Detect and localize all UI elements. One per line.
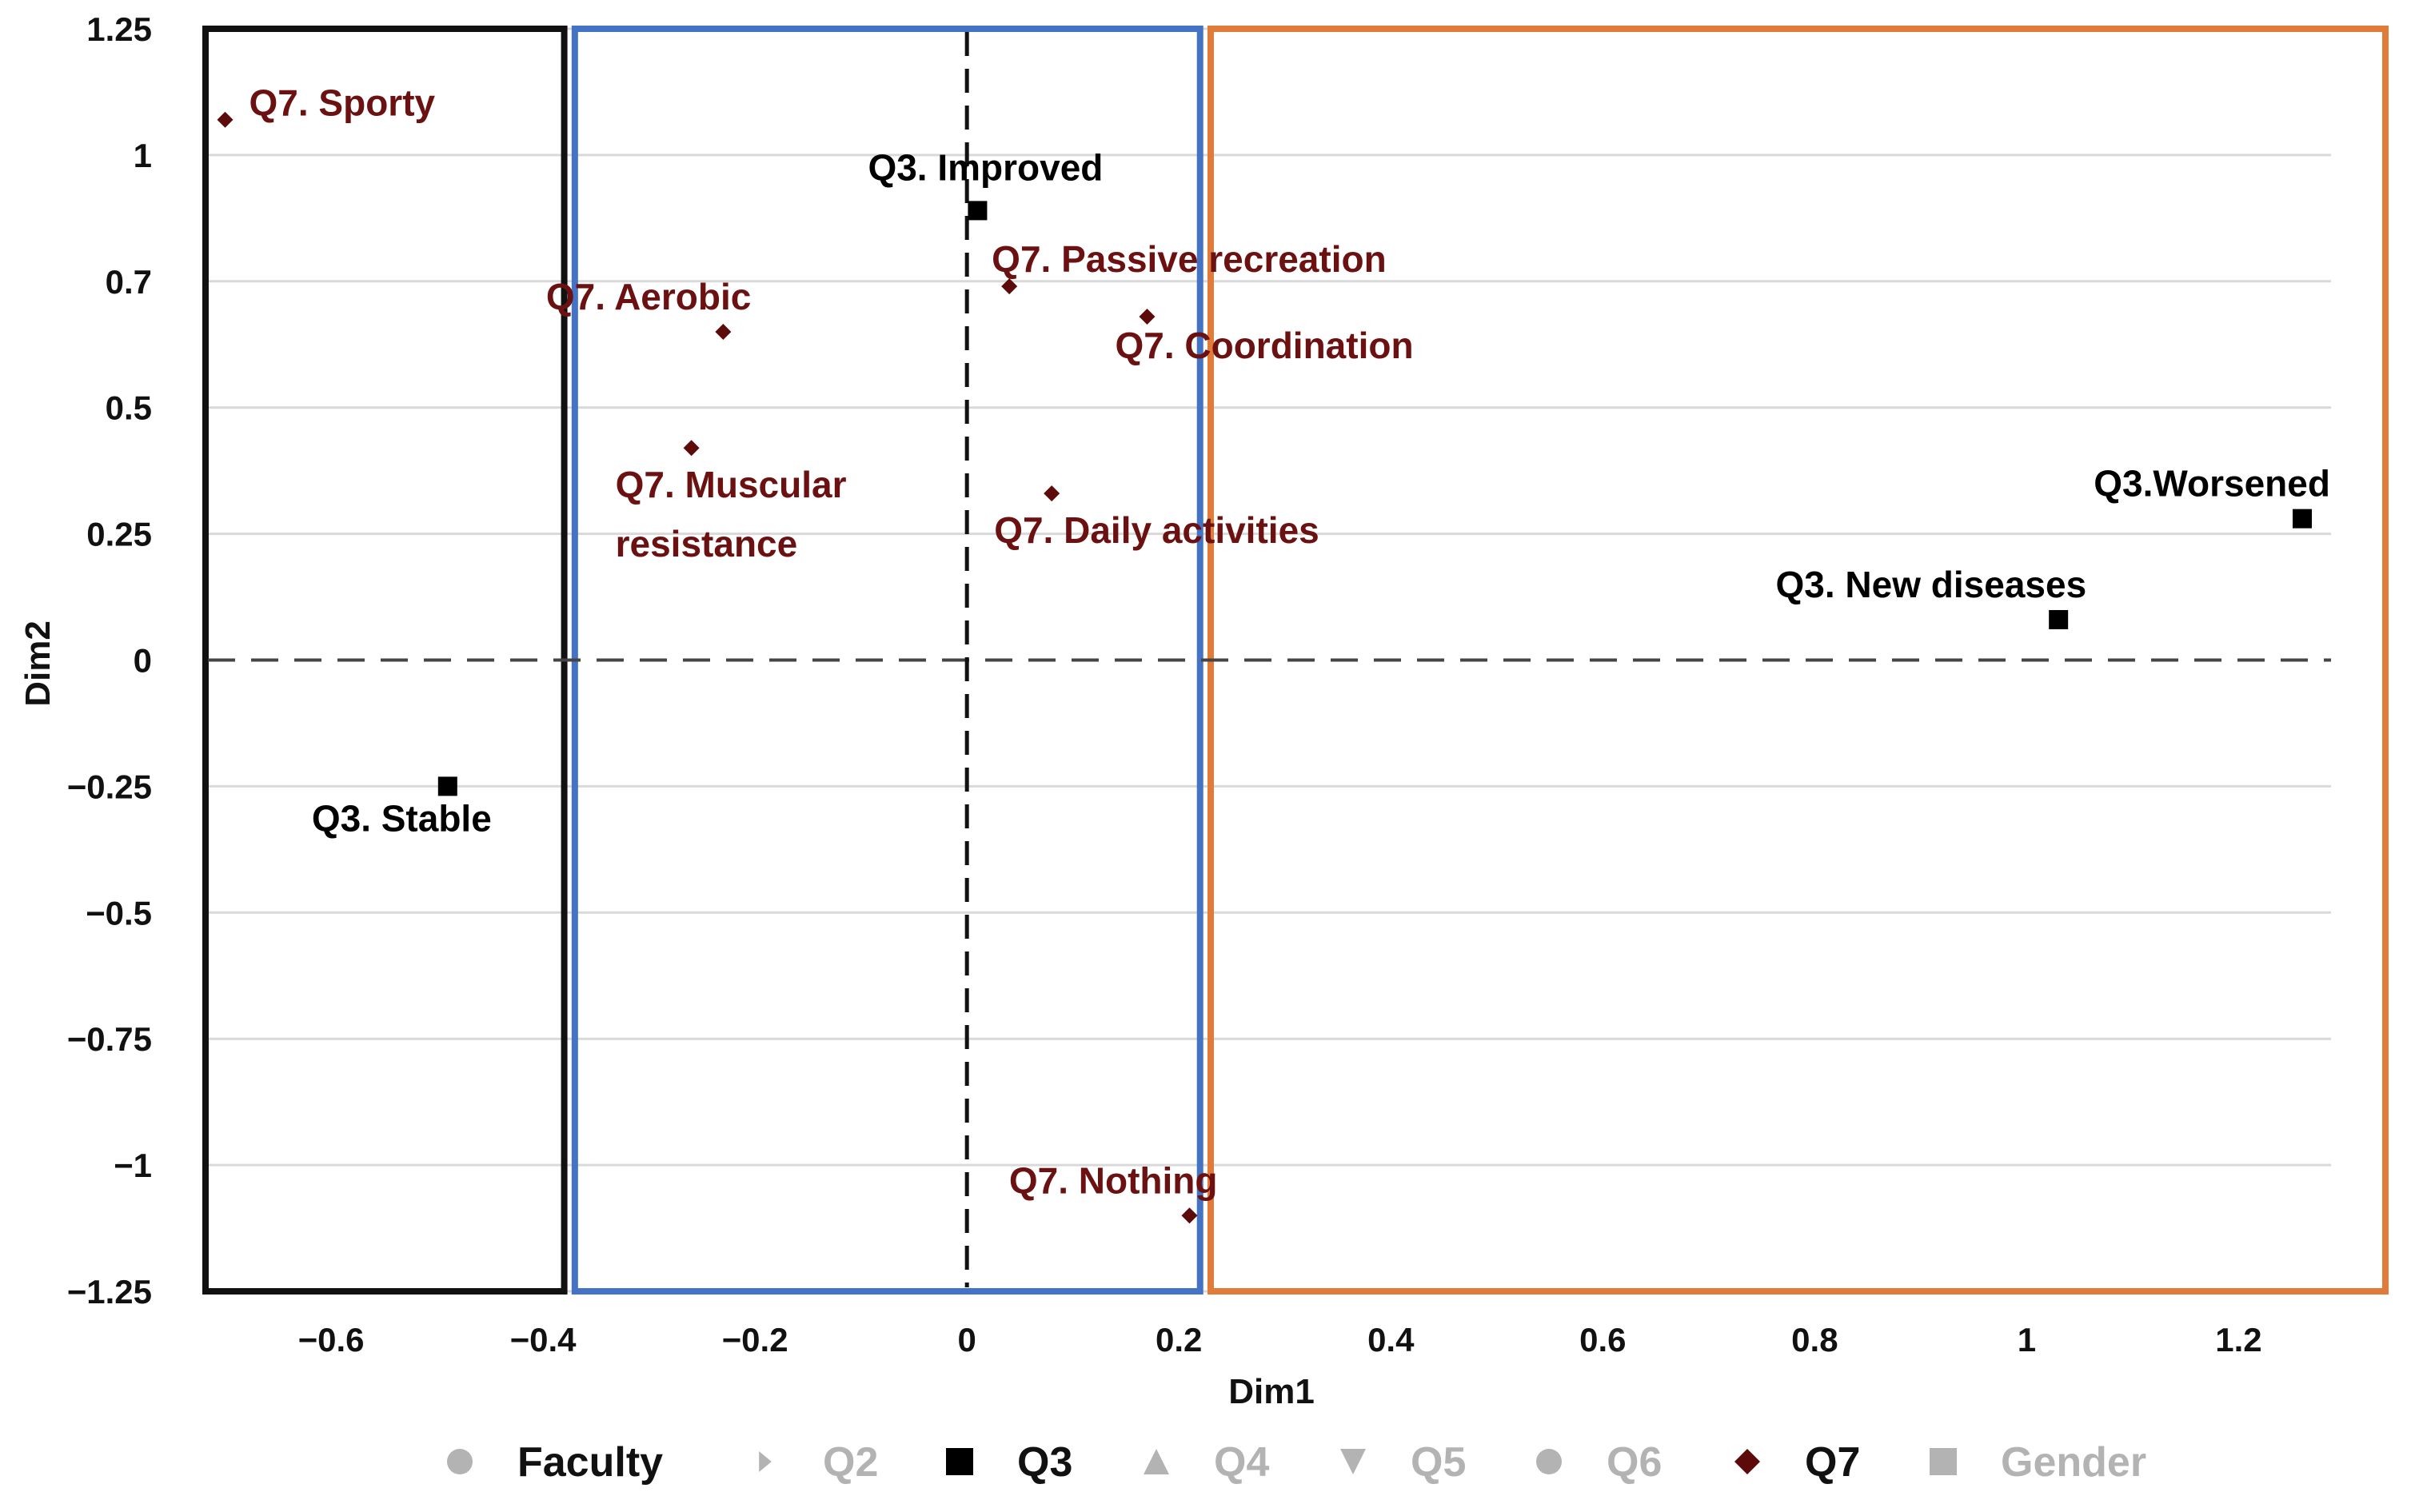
legend-entry-gender: Gender: [1930, 1439, 2146, 1486]
point-labels: Q3. Improved Q3. Stable Q3.Worsened Q3. New…: [249, 82, 2330, 1202]
point-q3-1: [437, 776, 457, 796]
legend-marker-triangle-up: [1144, 1449, 1169, 1474]
point-label: Q3. Stable: [312, 797, 492, 839]
x-tick-label: 0: [957, 1321, 976, 1358]
point-label-line: Q3. Improved: [868, 146, 1103, 188]
legend-entry-q7: Q7: [1734, 1439, 1860, 1486]
x-tick-label: 1.2: [2215, 1321, 2261, 1358]
legend-entry-q6: Q6: [1536, 1439, 1662, 1486]
x-tick-label: 0.2: [1156, 1321, 1202, 1358]
legend-label: Q2: [823, 1439, 878, 1486]
legend-marker-triangle-down: [1340, 1449, 1366, 1474]
y-tick-label: 0.25: [86, 516, 152, 553]
y-tick-label: 1: [134, 137, 152, 174]
point-q3-3: [2049, 609, 2069, 629]
point-q7-0: [217, 111, 234, 128]
point-label: Q7. Passive recreation: [992, 238, 1387, 280]
point-q7-5: [1044, 485, 1060, 502]
point-q7-2: [715, 323, 732, 340]
point-q3-0: [968, 201, 988, 221]
point-q7-6: [1181, 1207, 1198, 1224]
y-axis-title: Dim2: [18, 620, 58, 707]
point-label: Q7. Nothing: [1009, 1159, 1218, 1201]
legend-entry-q2: Q2: [759, 1439, 878, 1486]
legend-label: Q5: [1411, 1439, 1466, 1486]
reference-lines: [208, 32, 2331, 1287]
legend-label: Q4: [1214, 1439, 1269, 1486]
point-label: Q3. Improved: [868, 146, 1103, 188]
point-label-line: Q7. Muscular: [616, 464, 847, 505]
x-tick-label: −0.4: [510, 1321, 577, 1358]
legend-label: Faculty: [517, 1439, 663, 1486]
cluster-2-box: [571, 26, 1204, 1295]
legend-entry-q3: Q3: [946, 1439, 1072, 1486]
data-points: [217, 111, 2312, 1224]
legend-entry-faculty: Faculty: [447, 1439, 663, 1486]
y-tick-label: −1: [114, 1147, 152, 1184]
y-tick-label: 0: [134, 642, 152, 680]
x-tick-label: 0.4: [1367, 1321, 1415, 1358]
legend-label: Q3: [1017, 1439, 1072, 1486]
x-axis-title: Dim1: [1228, 1372, 1315, 1411]
legend-marker-circle: [1536, 1449, 1562, 1474]
point-label: Q7. Sporty: [249, 82, 436, 124]
x-axis-ticks: −0.6 −0.4 −0.2 0 0.2 0.4 0.6 0.8 1 1.2: [298, 1321, 2262, 1358]
point-label-line: Q7. Nothing: [1009, 1159, 1218, 1201]
legend-marker-circle: [447, 1449, 473, 1474]
legend-marker-diamond: [1734, 1449, 1760, 1474]
legend-marker-triangle-right: [759, 1451, 772, 1472]
point-label-line: Q7. Aerobic: [546, 276, 751, 317]
point-q3-2: [2292, 509, 2312, 529]
legend-label: Q6: [1607, 1439, 1662, 1486]
x-tick-label: 0.8: [1791, 1321, 1838, 1358]
x-tick-label: −0.2: [722, 1321, 788, 1358]
legend-marker-square: [946, 1448, 973, 1475]
y-axis-ticks: 1.25 1 0.7 0.5 0.25 0 −0.25 −0.5 −0.75 −1 −1.25: [67, 10, 152, 1311]
point-label: Q7. Coordination: [1115, 325, 1413, 366]
legend: Faculty Q2 Q3 Q4 Q5 Q6 Q7 Gender: [447, 1439, 2146, 1486]
point-label-line: Q7. Daily activities: [994, 509, 1319, 551]
point-label: Q3.Worsened: [2094, 463, 2330, 505]
legend-label: Gender: [2001, 1439, 2146, 1486]
x-tick-label: −0.6: [298, 1321, 365, 1358]
point-label-line: Q7. Passive recreation: [992, 238, 1387, 280]
legend-label: Q7: [1805, 1439, 1860, 1486]
point-label: Q7. Aerobic: [546, 276, 751, 317]
point-q7-1: [1001, 278, 1018, 295]
y-tick-label: −0.25: [67, 768, 152, 805]
point-label: Q7. Muscular resistance: [616, 464, 847, 565]
point-label: Q7. Daily activities: [994, 509, 1319, 551]
y-tick-label: 0.7: [106, 263, 152, 301]
point-label-line: Q3. New diseases: [1776, 564, 2087, 605]
y-tick-label: 1.25: [86, 10, 152, 48]
legend-marker-square: [1930, 1448, 1957, 1475]
y-tick-label: 0.5: [106, 389, 152, 427]
x-tick-label: 0.6: [1579, 1321, 1626, 1358]
x-tick-label: 1: [2018, 1321, 2036, 1358]
y-tick-label: −0.5: [86, 894, 152, 932]
point-label-line: Q3.Worsened: [2094, 463, 2330, 505]
point-label-line: Q3. Stable: [312, 797, 492, 839]
y-tick-label: −0.75: [67, 1020, 152, 1058]
y-tick-label: −1.25: [67, 1273, 152, 1311]
legend-entry-q5: Q5: [1340, 1439, 1466, 1486]
point-label-line: resistance: [616, 523, 798, 565]
point-label: Q3. New diseases: [1776, 564, 2087, 605]
legend-entry-q4: Q4: [1144, 1439, 1269, 1486]
point-q7-4: [683, 440, 700, 457]
point-label-line: Q7. Coordination: [1115, 325, 1413, 366]
point-q7-3: [1139, 309, 1156, 325]
point-label-line: Q7. Sporty: [249, 82, 436, 124]
